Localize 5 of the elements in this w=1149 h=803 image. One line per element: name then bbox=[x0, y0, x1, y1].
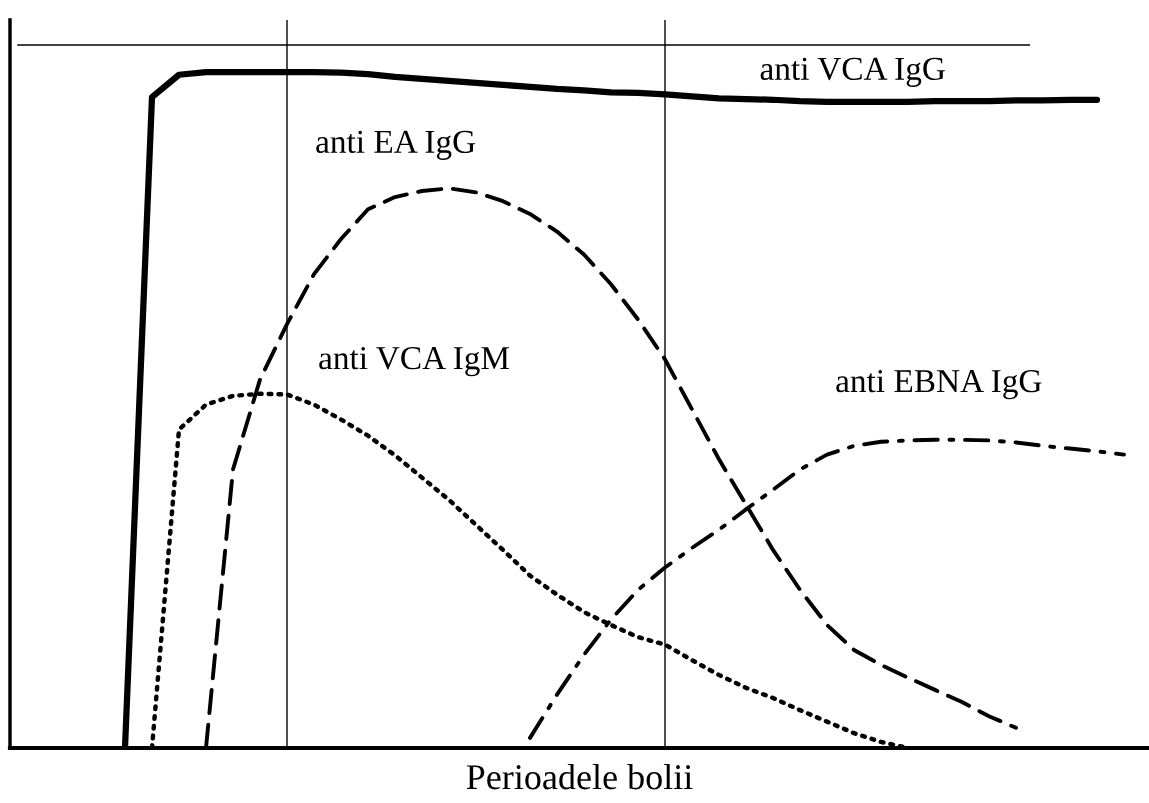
x-axis-title: Perioadele bolii bbox=[466, 763, 693, 790]
series-label: anti VCA IgM bbox=[319, 346, 510, 377]
series-label: anti EBNA IgG bbox=[836, 369, 1042, 400]
series-label: anti EA IgG bbox=[316, 130, 476, 160]
series-label: anti VCA IgG bbox=[760, 57, 945, 87]
